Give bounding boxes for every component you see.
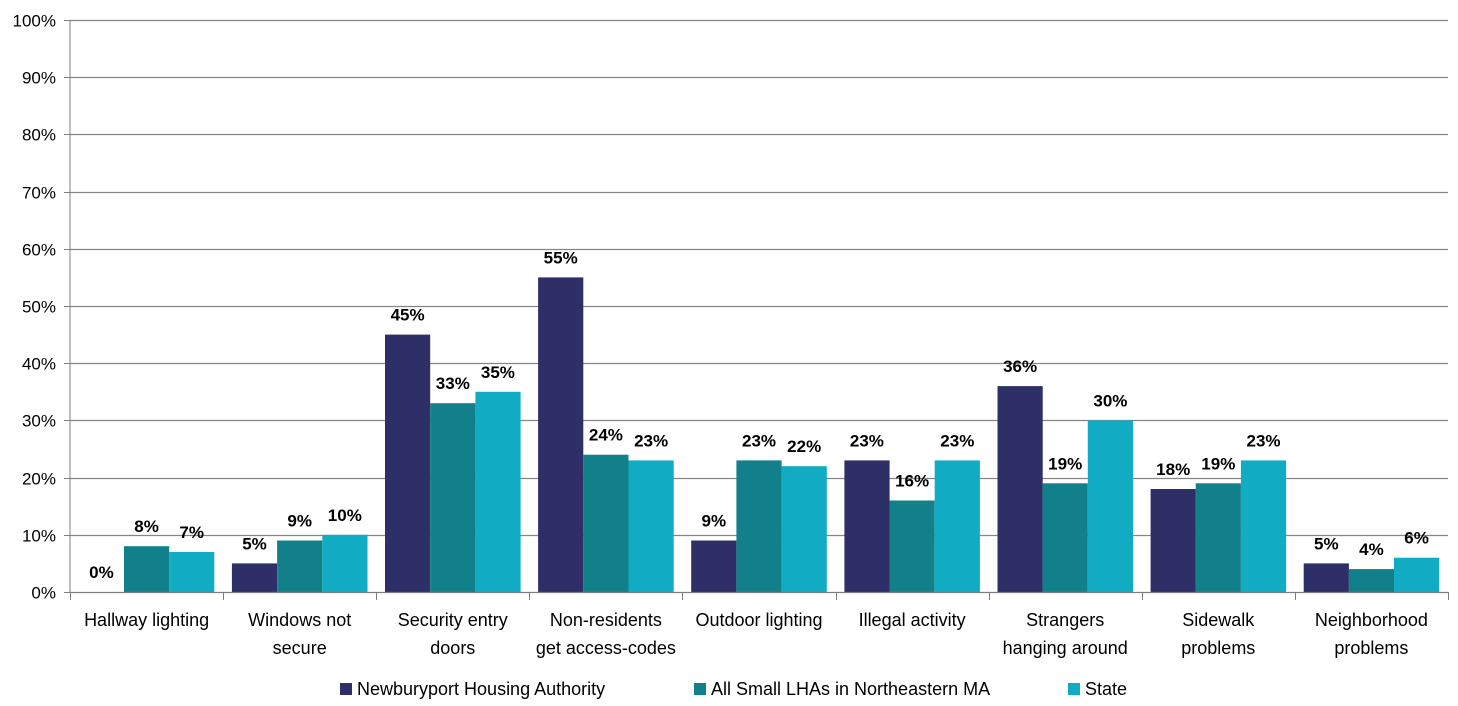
data-label: 23% [1246,431,1280,450]
bar [322,534,368,592]
bar [1150,489,1196,592]
y-tick-label: 0% [31,584,56,603]
data-label: 30% [1093,391,1127,410]
data-label: 7% [179,523,204,542]
data-label: 5% [1314,534,1339,553]
x-category-label: Neighborhood [1315,610,1428,630]
x-category-label: Non-residents [550,610,662,630]
x-category-label: problems [1334,638,1408,658]
gridlines [64,19,1448,593]
data-label: 23% [742,431,776,450]
bar [1240,460,1287,592]
bar [583,454,629,592]
bar [1303,563,1349,592]
y-axis-tick-labels: 0% 10% 20% 30% 40% 50% 60% 70% 80% 90% 100% [13,12,56,603]
data-label: 10% [328,506,362,525]
data-label: 23% [940,431,974,450]
bar [475,391,521,592]
x-category-label: secure [273,638,327,658]
data-label: 5% [242,534,267,553]
bar [124,546,170,592]
data-label: 55% [544,248,578,267]
x-category-label: Illegal activity [859,610,966,630]
x-category-label: Hallway lighting [84,610,209,630]
y-tick-label: 80% [22,126,56,145]
bar [1042,483,1088,592]
data-label: 45% [391,306,425,325]
data-label: 22% [787,437,821,456]
bar [1195,483,1241,592]
x-category-label: doors [430,638,475,658]
y-tick-label: 10% [22,527,56,546]
x-category-label: get access-codes [536,638,676,658]
y-tick-label: 90% [22,69,56,88]
data-label: 9% [287,512,312,531]
x-category-label: Security entry [398,610,508,630]
bar [430,403,476,592]
legend-label: Newburyport Housing Authority [357,679,605,699]
legend: Newburyport Housing Authority All Small L… [340,679,1127,699]
bar [691,540,737,592]
legend-swatch [694,683,706,695]
bar [231,563,278,592]
x-category-label: Windows not [248,610,351,630]
data-label: 18% [1156,460,1190,479]
legend-label: State [1085,679,1127,699]
bar [1087,420,1133,592]
data-label: 8% [134,517,159,536]
bar [277,540,323,592]
x-category-label: Sidewalk [1182,610,1255,630]
x-category-label: Strangers [1026,610,1104,630]
bar [781,466,827,592]
x-category-label: hanging around [1003,638,1128,658]
legend-label: All Small LHAs in Northeastern MA [711,679,990,699]
bar [385,334,431,592]
data-label: 24% [589,426,623,445]
x-axis [69,20,1449,600]
bar [628,460,674,592]
bar [997,386,1043,592]
data-labels: 0% 5% 45% 55% 9% 23% 36% 18% 5% 8% 9% 33% 24% 23% 16% 1… [89,248,1429,582]
data-label: 6% [1404,529,1429,548]
bar [736,460,782,592]
bar [1348,569,1395,592]
data-label: 0% [89,563,114,582]
y-tick-label: 20% [22,470,56,489]
data-label: 16% [895,472,929,491]
data-label: 4% [1359,540,1384,559]
data-label: 19% [1048,454,1082,473]
data-label: 35% [481,363,515,382]
x-category-label: Outdoor lighting [695,610,822,630]
legend-swatch [340,683,352,695]
legend-swatch [1068,683,1080,695]
bar [169,552,215,592]
y-tick-label: 70% [22,184,56,203]
y-tick-label: 60% [22,241,56,260]
data-label: 23% [850,431,884,450]
y-tick-label: 30% [22,412,56,431]
y-tick-label: 50% [22,298,56,317]
bar [934,460,980,592]
data-label: 23% [634,431,668,450]
category-labels: Hallway lighting Windows not secure Securit… [84,610,1428,658]
data-label: 33% [436,374,470,393]
y-tick-label: 40% [22,355,56,374]
bar [889,500,935,592]
bar [844,460,890,592]
data-label: 9% [702,512,727,531]
bar [538,277,584,592]
bars [124,277,1440,592]
data-label: 36% [1003,357,1037,376]
bar [1394,557,1440,592]
x-category-label: problems [1181,638,1255,658]
data-label: 19% [1201,454,1235,473]
y-tick-label: 100% [13,12,56,31]
